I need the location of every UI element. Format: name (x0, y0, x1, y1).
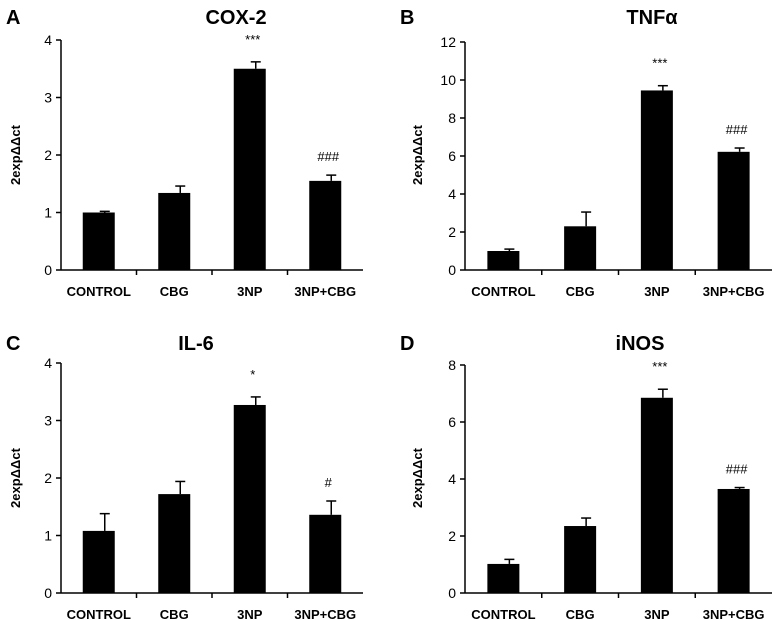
y-tick-label: 0 (44, 262, 52, 278)
x-category-label: 3NP (237, 607, 263, 620)
significance-marker: *** (245, 32, 260, 47)
significance-marker: ### (726, 462, 748, 477)
panel-letter: D (400, 333, 414, 355)
y-tick-label: 4 (448, 471, 456, 487)
panel-letter: C (6, 333, 20, 355)
x-category-label: 3NP+CBG (703, 607, 765, 620)
x-category-label: 3NP+CBG (294, 284, 356, 299)
x-category-label: CBG (160, 607, 189, 620)
panel-letter: B (400, 7, 414, 29)
chart-title: TNFα (626, 7, 678, 29)
y-axis-label: 2expΔΔct (8, 447, 23, 508)
bar-control (82, 530, 115, 593)
bar-cbg (158, 494, 191, 593)
x-category-label: CBG (566, 284, 595, 299)
bar-3np-plus-cbg (717, 488, 750, 593)
y-tick-label: 2 (44, 147, 52, 163)
bar-cbg (564, 226, 597, 270)
y-tick-label: 3 (44, 90, 52, 106)
x-category-label: CONTROL (67, 284, 131, 299)
x-category-label: CBG (160, 284, 189, 299)
x-category-label: CONTROL (67, 607, 131, 620)
chart-title: iNOS (616, 333, 665, 355)
significance-marker: ### (317, 149, 339, 164)
y-tick-label: 12 (440, 34, 456, 50)
y-tick-label: 0 (448, 262, 456, 278)
bar-3np-plus-cbg (717, 151, 750, 270)
y-axis-label: 2expΔΔct (410, 124, 425, 185)
y-tick-label: 4 (44, 32, 52, 48)
x-category-label: 3NP+CBG (703, 284, 765, 299)
x-category-label: 3NP (644, 284, 670, 299)
bar-control (82, 212, 115, 270)
bar-control (487, 563, 520, 593)
bar-3np (233, 404, 266, 593)
y-tick-label: 10 (440, 72, 456, 88)
y-tick-label: 2 (44, 470, 52, 486)
bar-3np (233, 68, 266, 270)
y-tick-label: 8 (448, 110, 456, 126)
chart-title: COX-2 (205, 7, 266, 29)
significance-marker: ### (726, 122, 748, 137)
y-tick-label: 1 (44, 528, 52, 544)
x-category-label: CONTROL (471, 607, 535, 620)
y-tick-label: 6 (448, 148, 456, 164)
y-tick-label: 0 (448, 585, 456, 601)
x-category-label: CBG (566, 607, 595, 620)
bar-3np-plus-cbg (309, 180, 342, 270)
bar-3np (640, 397, 673, 593)
x-category-label: 3NP (237, 284, 263, 299)
y-tick-label: 3 (44, 413, 52, 429)
chart-title: IL-6 (178, 333, 214, 355)
bar-3np (640, 90, 673, 270)
panel-letter: A (6, 7, 20, 29)
bar-cbg (158, 192, 191, 270)
panel-c-il6-chart: C IL-6 2expΔΔct 0 1 2 3 4 CONTROL CBG 3NP * 3NP+CBG # (6, 333, 363, 620)
significance-marker: *** (652, 359, 667, 374)
y-tick-label: 0 (44, 585, 52, 601)
bar-control (487, 251, 520, 270)
significance-marker: # (325, 475, 333, 490)
significance-marker: *** (652, 56, 667, 71)
x-category-label: 3NP+CBG (294, 607, 356, 620)
y-tick-label: 4 (448, 186, 456, 202)
panel-a-cox2-chart: A COX-2 2expΔΔct 0 1 2 3 4 CONTROL CBG 3NP *** 3NP+C… (6, 7, 363, 299)
y-tick-label: 6 (448, 414, 456, 430)
y-tick-label: 8 (448, 357, 456, 373)
y-axis-label: 2expΔΔct (8, 124, 23, 185)
y-tick-label: 1 (44, 205, 52, 221)
bar-3np-plus-cbg (309, 514, 342, 593)
x-category-label: CONTROL (471, 284, 535, 299)
y-tick-label: 2 (448, 528, 456, 544)
y-tick-label: 4 (44, 355, 52, 371)
y-tick-label: 2 (448, 224, 456, 240)
y-axis-label: 2expΔΔct (410, 447, 425, 508)
bar-cbg (564, 526, 597, 593)
significance-marker: * (250, 367, 255, 382)
panel-b-tnfa-chart: B TNFα 2expΔΔct 0 2 4 6 8 10 12 CONTROL CBG 3NP *** 3N… (400, 7, 772, 299)
x-category-label: 3NP (644, 607, 670, 620)
